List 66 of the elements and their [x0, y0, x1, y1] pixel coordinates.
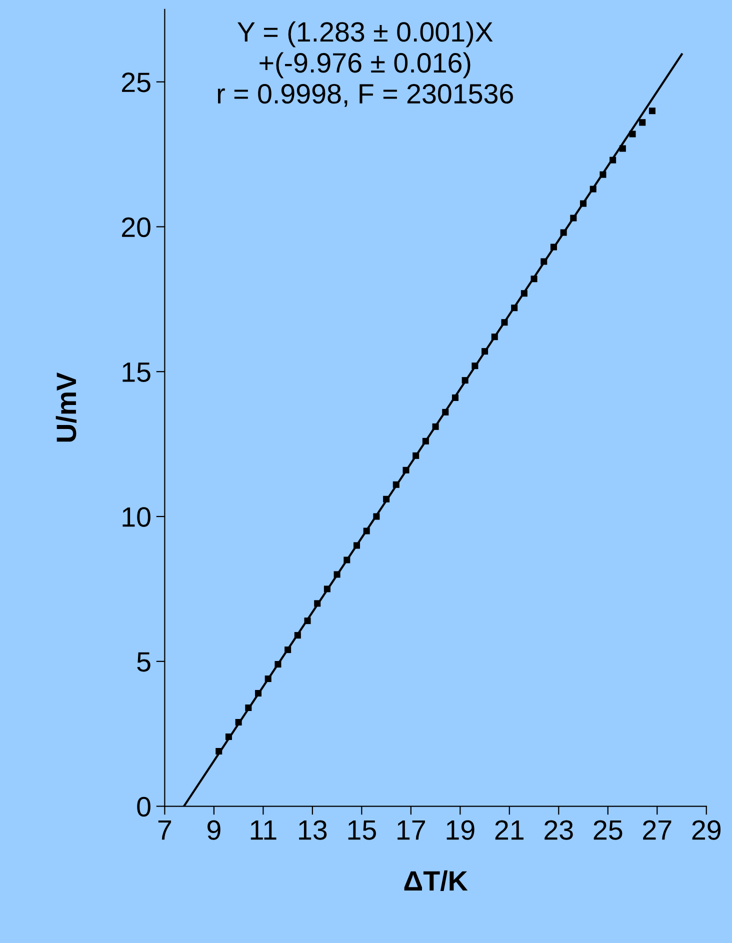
point — [216, 748, 222, 754]
y-tick-label: 5 — [137, 652, 150, 672]
y-tick-label: 20 — [122, 217, 150, 238]
y-tick-label: 25 — [122, 72, 150, 92]
x-tick-label: 11 — [250, 820, 276, 840]
x-tick-label: 27 — [643, 820, 672, 840]
x-tick-label: 21 — [495, 820, 524, 840]
point — [570, 214, 577, 222]
point — [344, 556, 350, 564]
point — [629, 130, 636, 138]
point — [274, 661, 282, 668]
y-tick-label: 15 — [122, 362, 150, 382]
point — [402, 466, 410, 474]
annotation: Y = (1.283 ± 0.001)X +(-9.976 ± 0.016) r = 0.9998, F = 2301536 — [218, 21, 513, 107]
point — [294, 632, 301, 639]
point — [491, 334, 498, 340]
point — [600, 171, 606, 178]
point — [580, 200, 587, 207]
point — [432, 423, 439, 430]
x-tick-label: 17 — [398, 820, 425, 840]
point — [550, 244, 557, 250]
point — [264, 676, 272, 682]
point — [442, 408, 449, 416]
x-tick-label: 29 — [692, 820, 721, 840]
point — [639, 119, 646, 126]
x-tick-label: 23 — [544, 820, 573, 840]
y-axis-title: U/mV — [56, 372, 77, 442]
x-tick-label: 19 — [446, 820, 474, 840]
point — [245, 704, 252, 712]
point — [373, 513, 380, 520]
point — [383, 496, 390, 502]
point — [520, 290, 528, 297]
point — [610, 156, 616, 164]
x-axis-title: ΔT/K — [404, 870, 468, 892]
x-tick-label: 7 — [158, 820, 172, 840]
point — [560, 229, 567, 236]
point — [412, 452, 420, 459]
point — [235, 718, 242, 726]
point — [284, 646, 292, 654]
point — [590, 186, 596, 192]
point — [334, 571, 340, 578]
point — [324, 586, 330, 592]
point — [501, 319, 508, 326]
point — [255, 690, 262, 697]
point — [353, 542, 360, 549]
point — [462, 377, 468, 384]
point — [225, 733, 232, 740]
point — [304, 618, 311, 624]
point — [648, 108, 656, 114]
point — [392, 481, 400, 488]
point — [452, 394, 458, 401]
y-tick-label: 10 — [122, 507, 150, 527]
x-tick-label: 25 — [594, 820, 622, 840]
x-tick-label: 13 — [299, 820, 327, 840]
x-tick-label: 15 — [348, 820, 376, 840]
point — [314, 600, 321, 607]
point — [363, 528, 370, 534]
y-tick-label: 0 — [137, 796, 150, 817]
point — [530, 276, 538, 282]
x-tick-label: 9 — [208, 820, 220, 840]
point — [540, 258, 548, 265]
point — [482, 348, 488, 355]
point — [422, 438, 429, 444]
point — [511, 304, 518, 312]
point — [619, 145, 626, 152]
point — [472, 362, 478, 370]
